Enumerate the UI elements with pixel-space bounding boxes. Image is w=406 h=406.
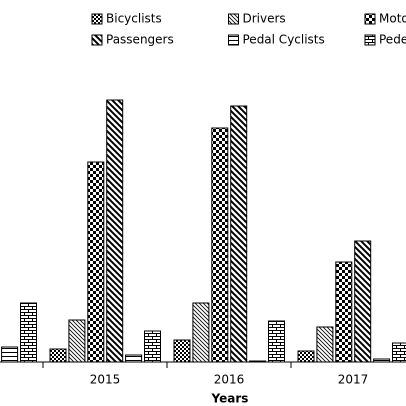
legend-label: Bicyclists [106, 12, 162, 26]
bar [211, 127, 229, 363]
legend-label: Drivers [243, 12, 286, 26]
legend-swatch [364, 34, 376, 46]
bar [354, 240, 372, 363]
bar [249, 360, 267, 363]
x-axis-label: Years [211, 392, 249, 406]
x-tick-label: 2016 [214, 373, 245, 387]
legend-label: Motorcyclists [379, 12, 406, 26]
legend-label: Pedal Cyclists [243, 33, 325, 47]
bar [316, 326, 334, 363]
bar [373, 358, 391, 363]
bar [87, 161, 105, 363]
bar [192, 302, 210, 363]
bar [49, 348, 67, 363]
legend-swatch [364, 13, 376, 25]
legend-label: Passengers [106, 33, 174, 47]
bar [1, 346, 19, 363]
bar [68, 319, 86, 363]
bar [335, 261, 353, 363]
bar [173, 339, 191, 363]
bar [20, 302, 37, 363]
x-tick-label: 2015 [90, 373, 121, 387]
bar [144, 330, 161, 363]
legend-swatch [91, 13, 103, 25]
legend-swatch [91, 34, 103, 46]
bar [106, 99, 124, 363]
bar [125, 354, 143, 363]
bar [392, 342, 406, 363]
bar [297, 350, 315, 363]
x-tick-label: 2017 [338, 373, 369, 387]
bar [230, 105, 248, 363]
legend-swatch [228, 34, 239, 46]
legend-swatch [228, 13, 239, 25]
legend-label: Pedestrians [379, 33, 406, 47]
bar [268, 320, 285, 363]
